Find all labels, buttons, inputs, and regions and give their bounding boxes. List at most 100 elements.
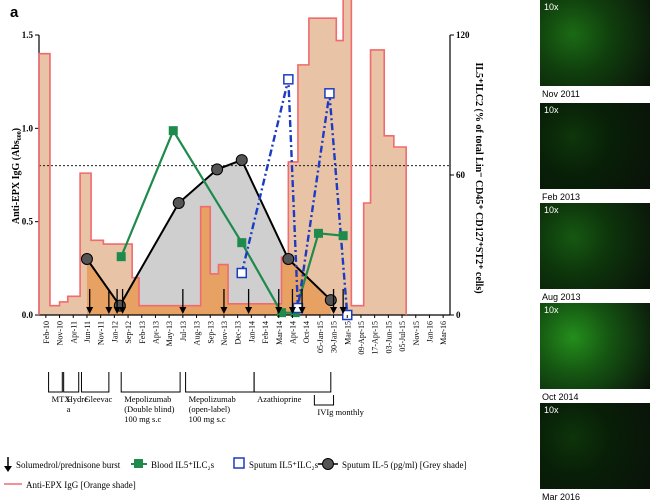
steroid-arrow-icon bbox=[220, 307, 228, 314]
treatment-bracket bbox=[313, 395, 335, 406]
x-tick-label: Oct-14 bbox=[302, 321, 311, 343]
x-tick-label: 05-Jan-15 bbox=[316, 321, 325, 353]
micrograph-image: 10x bbox=[540, 0, 650, 86]
x-tick-label: Feb-13 bbox=[138, 321, 147, 344]
steroid-arrow-icon bbox=[288, 307, 296, 314]
x-tick-label: Nov-11 bbox=[97, 321, 106, 345]
micrograph-magnification: 10x bbox=[544, 405, 559, 415]
treatment-label: MTX bbox=[52, 394, 71, 404]
micrograph-caption: Oct 2014 bbox=[542, 392, 579, 402]
x-tick-label: 03-Jun-15 bbox=[384, 321, 393, 353]
x-tick-label: Nov-10 bbox=[56, 321, 65, 345]
x-tick-label: Jan-16 bbox=[425, 321, 434, 342]
x-tick-label: Nov-13 bbox=[220, 321, 229, 345]
legend-sputum-ilc-marker-icon bbox=[233, 457, 245, 469]
x-tick-label: Apr-14 bbox=[288, 321, 297, 344]
steroid-arrow-icon bbox=[275, 307, 283, 314]
micrograph-image: 10x bbox=[540, 203, 650, 289]
micrograph-magnification: 10x bbox=[544, 105, 559, 115]
x-tick-label: Sep-12 bbox=[124, 321, 133, 344]
micrograph-caption: Aug 2013 bbox=[542, 292, 581, 302]
x-tick-label: May-13 bbox=[165, 321, 174, 346]
panel-a-label: a bbox=[10, 4, 19, 21]
steroid-arrow-icon bbox=[105, 307, 113, 314]
il5-point bbox=[80, 253, 93, 265]
x-tick-label: Jun-11 bbox=[83, 321, 92, 342]
x-tick-label: Aug-13 bbox=[193, 321, 202, 345]
treatment-bracket bbox=[253, 372, 332, 393]
x-tick-label: Jul-13 bbox=[179, 321, 188, 341]
legend-sputum-ilc-label: Sputum IL5⁺ILC₂s bbox=[249, 460, 319, 470]
treatment-label: IVIg monthly bbox=[317, 407, 364, 417]
x-tick-label: Dec-13 bbox=[234, 321, 243, 345]
x-tick-label: Mar-15 bbox=[343, 321, 352, 345]
left-tick-label: 1.5 bbox=[22, 30, 34, 40]
right-tick-label: 0 bbox=[456, 310, 461, 320]
sputum-ilc2-point bbox=[236, 267, 248, 279]
legend-il5-label: Sputum IL-5 (pg/ml) [Grey shade] bbox=[342, 460, 466, 470]
legend-blood-marker-icon bbox=[134, 459, 143, 468]
micrograph-caption: Mar 2016 bbox=[542, 492, 581, 502]
steroid-arrow-icon bbox=[245, 307, 253, 314]
x-tick-label: Nov-15 bbox=[412, 321, 421, 345]
treatment-bracket bbox=[185, 372, 255, 393]
blood-ilc2-point bbox=[313, 228, 323, 238]
treatment-bracket bbox=[120, 372, 181, 393]
chart-panel-a: a 0.0 0.5 1.0 1.5 0 60 120 Feb-10 Nov-10 Apr-11 J… bbox=[4, 0, 484, 490]
steroid-arrow-icon bbox=[330, 307, 338, 314]
sputum-ilc2-point bbox=[324, 88, 335, 99]
right-axis-title: IL5⁺ILC2 (% of total Lin⁻ CD45⁺ CD127⁺ST… bbox=[473, 62, 484, 293]
x-tick-label: 30-Jan-15 bbox=[330, 321, 339, 353]
steroid-arrow-icon bbox=[298, 307, 306, 314]
micrograph-magnification: 10x bbox=[544, 205, 559, 215]
blood-ilc2-point bbox=[116, 252, 126, 262]
x-tick-label: 05-Jul-15 bbox=[398, 321, 407, 352]
blood-ilc2-point bbox=[338, 231, 348, 241]
il5-point bbox=[235, 154, 248, 167]
il5-point bbox=[211, 163, 224, 176]
epx-line bbox=[38, 0, 407, 315]
left-tick-label: 0.5 bbox=[22, 217, 34, 227]
steroid-arrow-icon bbox=[113, 307, 121, 314]
treatment-label: Hydre a bbox=[67, 394, 88, 414]
micrograph-caption: Nov 2011 bbox=[542, 89, 580, 99]
treatment-bracket bbox=[63, 372, 80, 393]
x-tick-label: 09-Apr-15 bbox=[357, 321, 366, 355]
steroid-arrow-icon bbox=[119, 307, 127, 314]
blood-ilc2-point bbox=[276, 308, 286, 318]
micrograph-magnification: 10x bbox=[544, 2, 559, 12]
legend-blood-label: Blood IL5⁺ILC₂s bbox=[151, 460, 215, 470]
treatment-label: Gleevac bbox=[84, 394, 112, 404]
micrograph-caption: Feb 2013 bbox=[542, 192, 581, 202]
micrograph-image: 10x bbox=[540, 303, 650, 389]
x-tick-label: Feb-14 bbox=[261, 321, 270, 344]
il5-point bbox=[172, 197, 185, 209]
steroid-arrow-icon bbox=[86, 307, 94, 314]
x-tick-label: 17-Apr-15 bbox=[371, 321, 380, 355]
x-tick-label: Apr-11 bbox=[69, 321, 78, 344]
right-tick-label: 120 bbox=[456, 30, 470, 40]
x-tick-label: Apr-13 bbox=[151, 321, 160, 344]
right-tick-label: 60 bbox=[456, 170, 466, 180]
x-tick-label: Sep-13 bbox=[206, 321, 215, 344]
il5-point bbox=[282, 253, 295, 265]
micrograph-image: 10x bbox=[540, 103, 650, 189]
x-tick-label: Jan-12 bbox=[110, 321, 119, 342]
legend-arrow-icon bbox=[4, 466, 12, 472]
blood-ilc2-point bbox=[168, 126, 178, 136]
micrograph-magnification: 10x bbox=[544, 305, 559, 315]
micrograph-image: 10x bbox=[540, 403, 650, 489]
left-tick-label: 1.0 bbox=[22, 123, 34, 133]
legend: Solumedrol/prednisone burst Blood IL5⁺IL… bbox=[4, 457, 466, 490]
left-axis-title: Anti-EPX IgG (Abs₆₀₀) bbox=[11, 128, 22, 224]
treatment-label: Azathioprine bbox=[257, 394, 302, 404]
treatment-label: Mepolizumab (Double blind) 100 mg s.c bbox=[124, 394, 174, 424]
x-tick-label: Jan-14 bbox=[247, 321, 256, 342]
steroid-arrow-icon bbox=[179, 307, 187, 314]
blood-ilc2-point bbox=[237, 238, 247, 248]
treatment-label: Mepolizumab (open-label) 100 mg s.c bbox=[189, 394, 236, 424]
x-tick-label: Mar-16 bbox=[439, 321, 448, 345]
legend-il5-marker-icon bbox=[322, 458, 334, 470]
treatment-bracket bbox=[48, 372, 63, 393]
